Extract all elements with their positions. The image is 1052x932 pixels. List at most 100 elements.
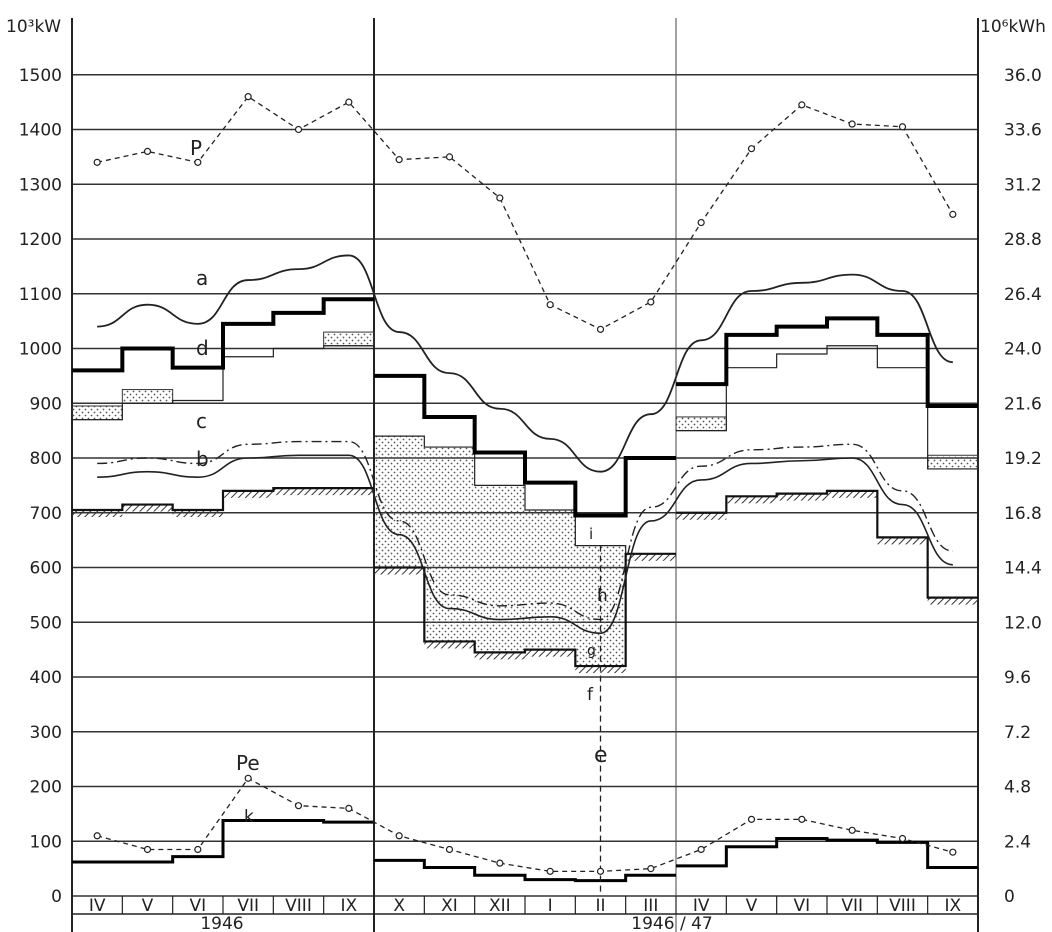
point-P-IX bbox=[345, 98, 353, 106]
label-c: c bbox=[196, 409, 207, 433]
dotted-block-17 bbox=[927, 454, 979, 470]
point-P-XII bbox=[496, 194, 504, 202]
point-P-V bbox=[747, 145, 756, 153]
month-label-XII: XII bbox=[489, 896, 511, 916]
month-label-III: III bbox=[643, 896, 658, 916]
hatch-IX bbox=[323, 488, 374, 496]
point-P-III bbox=[647, 298, 655, 306]
left-tick-1300: 1300 bbox=[19, 175, 62, 195]
hatch-IX bbox=[927, 597, 978, 605]
point-P-I bbox=[546, 301, 554, 309]
right-axis-unit: 10⁶kWh bbox=[980, 17, 1046, 37]
k-step-line-2 bbox=[676, 837, 978, 870]
right-tick-16.8: 16.8 bbox=[1004, 504, 1042, 524]
month-label-VIII: VIII bbox=[889, 896, 916, 916]
point-P-VII bbox=[244, 93, 252, 101]
left-tick-700: 700 bbox=[30, 504, 62, 524]
month-label-XI: XI bbox=[441, 896, 458, 916]
left-tick-1200: 1200 bbox=[19, 230, 62, 250]
label-h: h bbox=[597, 586, 608, 606]
point-Pe-V bbox=[747, 815, 756, 823]
month-label-VII: VII bbox=[237, 896, 259, 916]
hatch-V bbox=[122, 504, 173, 512]
left-tick-900: 900 bbox=[30, 394, 62, 414]
right-tick-9.6: 9.6 bbox=[1004, 668, 1031, 688]
hatch-III bbox=[625, 553, 676, 561]
right-tick-36.0: 36.0 bbox=[1004, 66, 1042, 86]
point-P-XI bbox=[445, 153, 454, 161]
point-P-X bbox=[395, 156, 403, 164]
point-P-IV bbox=[93, 158, 101, 166]
left-axis-ticks: 0 100 200 300 400 500 600 700 800 900 1000 1100 1200… bbox=[19, 66, 62, 907]
left-tick-400: 400 bbox=[30, 668, 62, 688]
thin-step-line-0 bbox=[72, 345, 374, 421]
point-Pe-V bbox=[143, 845, 152, 854]
left-tick-1400: 1400 bbox=[19, 121, 62, 141]
right-axis-ticks: 0 2.4 4.8 7.2 9.6 12.0 14.4 16.8 19.2 21.6 24.0 26.… bbox=[1004, 66, 1042, 907]
point-Pe-XI bbox=[445, 845, 454, 854]
left-tick-600: 600 bbox=[30, 559, 62, 579]
point-Pe-IX bbox=[345, 804, 353, 813]
base-step-line-0 bbox=[72, 487, 374, 512]
right-tick-31.2: 31.2 bbox=[1004, 175, 1042, 195]
hatch-I bbox=[525, 649, 576, 657]
label-i: i bbox=[589, 525, 593, 543]
hatch-VII bbox=[223, 490, 274, 498]
k-step-line-0 bbox=[72, 818, 374, 864]
point-P-VIII bbox=[898, 123, 907, 131]
month-label-VIII: VIII bbox=[285, 896, 312, 916]
right-tick-14.4: 14.4 bbox=[1004, 559, 1042, 579]
dotted-area-I bbox=[525, 510, 576, 650]
right-tick-0: 0 bbox=[1004, 887, 1015, 907]
right-tick-33.6: 33.6 bbox=[1004, 121, 1042, 141]
hatch-VIII bbox=[273, 488, 324, 496]
point-Pe-IX bbox=[949, 848, 957, 856]
point-P-VII bbox=[848, 120, 856, 128]
month-label-IX: IX bbox=[340, 896, 357, 916]
left-tick-300: 300 bbox=[30, 723, 62, 743]
curve-c bbox=[97, 440, 953, 621]
year-label-1946: 1946 bbox=[200, 914, 243, 932]
base-step-line-2 bbox=[676, 489, 978, 599]
thin-step-line-1 bbox=[374, 435, 676, 555]
month-label-IV: IV bbox=[89, 896, 106, 916]
curve-b bbox=[97, 454, 953, 635]
base-step-line-1 bbox=[374, 552, 676, 668]
left-tick-1000: 1000 bbox=[19, 340, 62, 360]
month-label-VII: VII bbox=[841, 896, 863, 916]
d-step-line-1 bbox=[374, 373, 676, 518]
hatch-XII bbox=[474, 652, 525, 660]
right-tick-7.2: 7.2 bbox=[1004, 723, 1031, 743]
month-label-IX: IX bbox=[944, 896, 961, 916]
point-Pe-IV bbox=[93, 832, 101, 840]
left-tick-800: 800 bbox=[30, 449, 62, 469]
month-label-I: I bbox=[548, 896, 553, 916]
month-label-II: II bbox=[595, 896, 605, 916]
right-tick-2.4: 2.4 bbox=[1004, 832, 1031, 852]
series-Pe-line bbox=[96, 777, 954, 873]
dotted-block-0 bbox=[71, 405, 123, 421]
right-tick-19.2: 19.2 bbox=[1004, 449, 1042, 469]
label-k: k bbox=[244, 807, 254, 827]
left-tick-100: 100 bbox=[30, 832, 62, 852]
point-Pe-III bbox=[647, 865, 655, 873]
month-label-V: V bbox=[746, 896, 758, 916]
left-axis-unit: 10³kW bbox=[6, 17, 61, 37]
series-lines bbox=[72, 95, 978, 896]
curve-a bbox=[97, 254, 953, 473]
label-b: b bbox=[196, 447, 209, 471]
point-Pe-VI bbox=[194, 845, 202, 854]
hatch-VIII bbox=[877, 537, 928, 545]
right-tick-4.8: 4.8 bbox=[1004, 778, 1031, 798]
left-tick-1500: 1500 bbox=[19, 66, 62, 86]
dotted-area-X bbox=[374, 436, 425, 568]
point-Pe-I bbox=[546, 867, 554, 875]
left-tick-0: 0 bbox=[51, 887, 62, 907]
dotted-block-12 bbox=[675, 416, 727, 432]
label-e: e bbox=[594, 743, 608, 768]
label-P: P bbox=[190, 136, 202, 160]
dotted-area-XII bbox=[474, 485, 525, 653]
point-Pe-VII bbox=[848, 826, 856, 834]
d-step-line-0 bbox=[72, 297, 374, 373]
label-Pe: Pe bbox=[236, 751, 260, 775]
